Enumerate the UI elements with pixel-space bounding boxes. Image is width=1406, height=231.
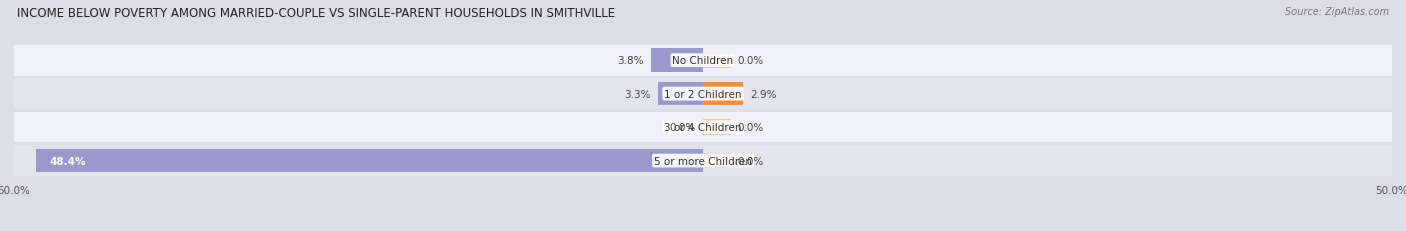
- Text: INCOME BELOW POVERTY AMONG MARRIED-COUPLE VS SINGLE-PARENT HOUSEHOLDS IN SMITHVI: INCOME BELOW POVERTY AMONG MARRIED-COUPL…: [17, 7, 614, 20]
- Bar: [703, 53, 731, 68]
- Bar: [703, 146, 1392, 176]
- Text: 0.0%: 0.0%: [738, 56, 763, 66]
- Text: 3.8%: 3.8%: [617, 56, 644, 66]
- Bar: [658, 82, 703, 106]
- Bar: [703, 120, 731, 135]
- Bar: [703, 79, 1392, 109]
- Bar: [14, 146, 703, 176]
- Bar: [703, 46, 1392, 76]
- Text: 1 or 2 Children: 1 or 2 Children: [664, 89, 742, 99]
- Bar: [14, 46, 703, 76]
- Text: 5 or more Children: 5 or more Children: [654, 156, 752, 166]
- Text: Source: ZipAtlas.com: Source: ZipAtlas.com: [1285, 7, 1389, 17]
- Text: 0.0%: 0.0%: [669, 123, 696, 133]
- Text: 0.0%: 0.0%: [738, 156, 763, 166]
- Bar: [703, 112, 1392, 143]
- Bar: [703, 82, 742, 106]
- Bar: [14, 112, 703, 143]
- Bar: [37, 149, 703, 173]
- Bar: [651, 49, 703, 73]
- Bar: [697, 122, 703, 133]
- Text: 3 or 4 Children: 3 or 4 Children: [664, 123, 742, 133]
- Text: 48.4%: 48.4%: [49, 156, 86, 166]
- Text: No Children: No Children: [672, 56, 734, 66]
- Text: 0.0%: 0.0%: [738, 123, 763, 133]
- Bar: [14, 79, 703, 109]
- Text: 3.3%: 3.3%: [624, 89, 651, 99]
- Bar: [703, 153, 731, 168]
- Text: 2.9%: 2.9%: [749, 89, 776, 99]
